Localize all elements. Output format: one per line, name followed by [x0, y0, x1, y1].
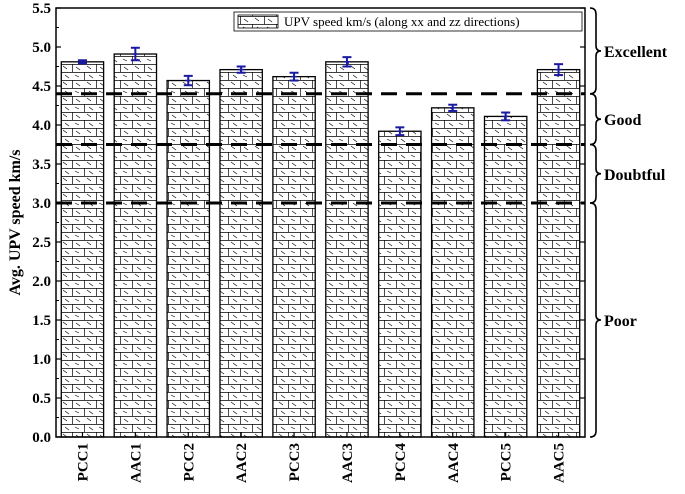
y-tick-label: 0.5 — [32, 391, 51, 407]
zone-label: Good — [604, 112, 641, 129]
y-tick-label: 1.0 — [32, 352, 51, 368]
y-tick-label: 5.0 — [32, 40, 51, 56]
y-tick-label: 5.5 — [32, 1, 51, 17]
zone-brace-good — [589, 93, 602, 146]
error-bar-aac1 — [130, 46, 140, 62]
y-tick-label: 4.0 — [32, 118, 51, 134]
x-tick-label: AAC5 — [552, 443, 568, 483]
error-bar-aac5 — [554, 63, 564, 77]
zone-brace-poor — [589, 202, 602, 438]
bars — [60, 53, 581, 438]
x-tick-label: PCC1 — [75, 443, 91, 481]
x-axis-ticks: PCC1 AAC1 PCC2 AAC2 PCC3 AAC3 PCC4 AAC4 PCC5 AAC5 — [75, 432, 568, 483]
error-bar-pcc3 — [289, 71, 299, 82]
x-tick-label: AAC4 — [446, 443, 462, 483]
zone-brace-excellent — [589, 7, 602, 95]
bar-pcc5 — [483, 115, 528, 438]
x-tick-label: PCC3 — [287, 443, 303, 481]
x-tick-label: PCC5 — [499, 443, 515, 481]
zone-label: Excellent — [604, 44, 668, 61]
zone-brackets: Excellent Good Doubtful Poor — [589, 7, 668, 438]
error-bar-aac2 — [236, 65, 246, 74]
y-tick-label: 1.5 — [32, 313, 51, 329]
bar-aac3 — [325, 61, 369, 438]
y-axis-label: Avg. UPV speed km/s — [7, 149, 24, 295]
zone-brace-doubtful — [589, 143, 602, 204]
x-tick-label: AAC2 — [234, 443, 250, 483]
bar-pcc2 — [166, 79, 211, 438]
bar-aac4 — [430, 107, 475, 438]
y-axis-ticks: 0.0 0.5 1.0 1.5 2.0 2.5 3.0 3.5 4.0 4.5 5.0 5.5 — [32, 1, 585, 446]
x-tick-label: AAC3 — [340, 443, 356, 483]
x-tick-label: PCC2 — [181, 443, 197, 481]
bar-pcc1 — [60, 61, 105, 438]
zone-label: Poor — [604, 313, 637, 330]
bar-aac5 — [536, 68, 581, 438]
y-tick-label: 2.0 — [32, 274, 51, 290]
x-tick-label: PCC4 — [393, 443, 409, 482]
y-tick-label: 3.5 — [32, 157, 51, 173]
error-bar-pcc2 — [183, 74, 193, 87]
y-tick-label: 3.0 — [32, 196, 51, 212]
bar-aac2 — [219, 68, 263, 438]
error-bar-pcc1 — [77, 59, 87, 65]
bar-pcc3 — [272, 75, 316, 438]
bar-pcc4 — [378, 130, 422, 438]
legend-swatch — [237, 14, 279, 29]
legend: UPV speed km/s (along xx and zz directio… — [233, 11, 583, 32]
y-tick-label: 4.5 — [32, 79, 51, 95]
legend-box — [233, 11, 583, 32]
error-bar-pcc4 — [395, 126, 405, 137]
threshold-lines — [56, 92, 585, 205]
bar-aac1 — [113, 53, 158, 438]
error-bars — [77, 46, 564, 137]
y-tick-label: 0.0 — [32, 430, 51, 446]
x-tick-label: AAC1 — [128, 443, 144, 483]
zone-label: Doubtful — [604, 167, 666, 184]
y-tick-label: 2.5 — [32, 235, 51, 251]
error-bar-aac3 — [342, 56, 352, 68]
legend-label: UPV speed km/s (along xx and zz directio… — [284, 14, 520, 29]
error-bar-aac4 — [448, 103, 458, 112]
error-bar-pcc5 — [501, 111, 511, 122]
